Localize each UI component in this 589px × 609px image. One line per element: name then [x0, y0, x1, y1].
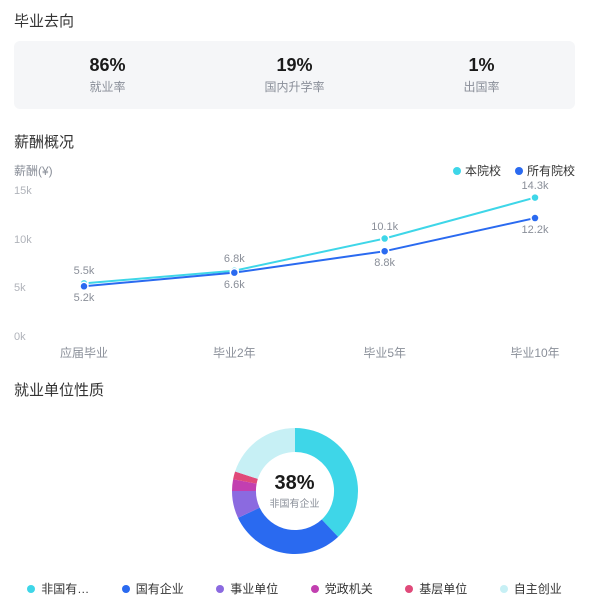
donut-legend-item: 基层单位: [405, 580, 467, 597]
stat-label: 国内升学率: [201, 78, 388, 95]
donut-legend-label: 国有企业: [136, 580, 184, 597]
y-tick: 10k: [14, 234, 32, 246]
x-tick: 毕业5年: [363, 344, 406, 361]
section-title-salary: 薪酬概况: [0, 121, 589, 162]
stat-label: 出国率: [388, 78, 575, 95]
donut-legend-label: 自主创业: [514, 580, 562, 597]
donut-legend-label: 非国有…: [41, 580, 89, 597]
data-label: 5.2k: [74, 292, 95, 304]
x-tick: 毕业2年: [213, 344, 256, 361]
x-tick: 应届毕业: [60, 344, 108, 361]
legend-dot: [515, 167, 523, 175]
legend-dot: [311, 585, 319, 593]
donut-chart: 38% 非国有企业: [0, 410, 589, 574]
donut-legend-item: 非国有…: [27, 580, 89, 597]
legend-label: 所有院校: [527, 162, 575, 179]
stat-item: 19% 国内升学率: [201, 55, 388, 95]
y-tick: 15k: [14, 185, 32, 197]
series-marker: [381, 247, 389, 255]
stat-value: 86%: [14, 55, 201, 76]
donut-legend-item: 自主创业: [500, 580, 562, 597]
stat-value: 1%: [388, 55, 575, 76]
legend-dot: [453, 167, 461, 175]
stats-panel: 86% 就业率19% 国内升学率1% 出国率: [14, 41, 575, 109]
data-label: 6.6k: [224, 279, 245, 291]
series-line: [84, 198, 535, 284]
y-tick: 0k: [14, 331, 26, 343]
data-label: 12.2k: [522, 224, 549, 236]
series-marker: [531, 194, 539, 202]
section-title-destination: 毕业去向: [0, 0, 589, 41]
series-marker: [230, 269, 238, 277]
series-marker: [381, 235, 389, 243]
donut-legend-label: 基层单位: [419, 580, 467, 597]
data-label: 5.5k: [74, 265, 95, 277]
donut-center-label: 非国有企业: [270, 495, 320, 510]
salary-chart: 薪酬(¥) 本院校 所有院校 5.5k 6.8k 10.1k 14.3k 5.2k 6.6k…: [0, 162, 589, 369]
salary-y-title: 薪酬(¥): [14, 162, 53, 179]
donut-center-value: 38%: [274, 472, 314, 495]
series-marker: [80, 282, 88, 290]
donut-legend-item: 事业单位: [216, 580, 278, 597]
salary-legend: 本院校 所有院校: [453, 162, 575, 179]
legend-dot: [122, 585, 130, 593]
data-label: 8.8k: [374, 257, 395, 269]
legend-dot: [27, 585, 35, 593]
legend-item: 本院校: [453, 162, 501, 179]
data-label: 14.3k: [522, 180, 549, 192]
x-tick: 毕业10年: [510, 344, 559, 361]
donut-legend-label: 事业单位: [230, 580, 278, 597]
series-line: [84, 218, 535, 286]
stat-value: 19%: [201, 55, 388, 76]
section-title-employer: 就业单位性质: [0, 369, 589, 410]
donut-legend-item: 国有企业: [122, 580, 184, 597]
data-label: 10.1k: [371, 221, 398, 233]
legend-item: 所有院校: [515, 162, 575, 179]
series-marker: [531, 214, 539, 222]
legend-dot: [216, 585, 224, 593]
donut-legend: 非国有… 国有企业 事业单位 党政机关 基层单位 自主创业: [0, 574, 589, 609]
data-label: 6.8k: [224, 253, 245, 265]
legend-dot: [500, 585, 508, 593]
y-tick: 5k: [14, 282, 26, 294]
donut-legend-label: 党政机关: [325, 580, 373, 597]
legend-label: 本院校: [465, 162, 501, 179]
stat-label: 就业率: [14, 78, 201, 95]
stat-item: 86% 就业率: [14, 55, 201, 95]
salary-line-chart: 5.5k 6.8k 10.1k 14.3k 5.2k 6.6k 8.8k 12.2k 0k 5k…: [14, 181, 575, 361]
legend-dot: [405, 585, 413, 593]
stat-item: 1% 出国率: [388, 55, 575, 95]
donut-legend-item: 党政机关: [311, 580, 373, 597]
